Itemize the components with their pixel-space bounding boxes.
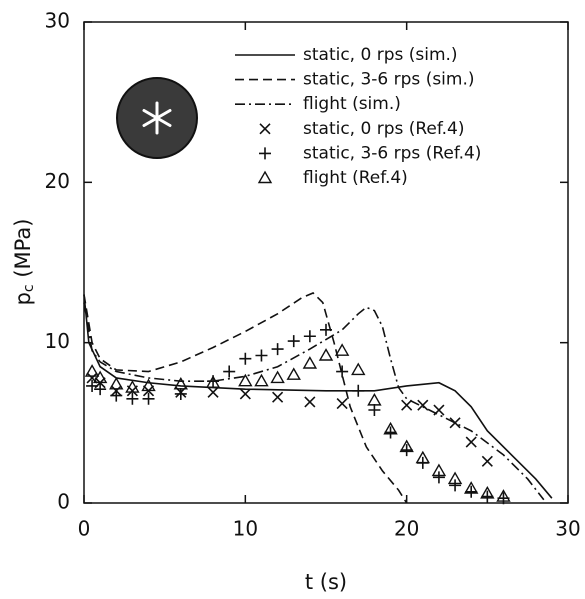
plus-marker <box>126 392 139 405</box>
plus-marker <box>271 343 284 356</box>
plus-marker <box>320 323 332 336</box>
plus-marker <box>174 387 187 400</box>
triangle-marker <box>399 439 414 453</box>
triangle-marker <box>351 362 366 376</box>
y-label-unit: (MPa) <box>11 219 35 278</box>
triangle-marker <box>92 370 108 384</box>
x-marker <box>481 455 493 467</box>
legend-text: flight (sim.) <box>303 94 401 114</box>
x-marker <box>239 388 251 400</box>
plus-marker <box>94 383 107 396</box>
x-marker <box>417 399 429 411</box>
x-marker <box>336 398 348 410</box>
triangle-marker <box>173 376 189 390</box>
grain-icon <box>116 77 198 159</box>
plus-marker <box>449 479 462 492</box>
plus-marker <box>352 384 365 397</box>
plus-marker <box>239 352 252 365</box>
y-tick-label: 0 <box>57 490 70 514</box>
triangle-marker <box>496 489 511 502</box>
plus-marker <box>110 389 123 402</box>
triangle-marker <box>431 463 447 477</box>
legend-text: static, 3-6 rps (sim.) <box>303 70 475 90</box>
triangle-marker <box>254 373 269 387</box>
triangle-marker <box>238 373 253 387</box>
plus-marker <box>86 379 99 392</box>
y-axis-label: pc (MPa) <box>11 219 37 306</box>
x-marker <box>207 386 219 398</box>
triangle-marker <box>257 170 273 184</box>
x-tick-label: 30 <box>555 517 580 541</box>
triangle-marker <box>318 348 334 361</box>
plus-marker <box>223 365 236 378</box>
x-tick-label: 0 <box>78 517 91 541</box>
legend-text: flight (Ref.4) <box>303 168 408 188</box>
plus-marker <box>287 335 300 348</box>
plus-marker <box>142 392 155 405</box>
triangle-marker <box>270 370 285 384</box>
triangle-marker <box>141 378 156 392</box>
triangle-marker <box>447 471 463 485</box>
y-tick-label: 30 <box>45 9 70 33</box>
y-tick-label: 10 <box>45 329 70 353</box>
triangle-marker <box>383 421 398 435</box>
triangle-marker <box>480 485 495 499</box>
triangle-marker <box>125 380 140 393</box>
plus-marker <box>384 426 397 439</box>
legend-text: static, 0 rps (sim.) <box>303 45 458 65</box>
x-axis-label: t (s) <box>305 570 347 594</box>
x-tick-label: 10 <box>233 517 258 541</box>
plus-marker <box>255 349 268 362</box>
triangle-marker <box>302 356 318 369</box>
plus-marker <box>432 471 445 484</box>
x-marker <box>304 396 316 408</box>
triangle-marker <box>463 481 479 494</box>
triangle-marker <box>109 376 124 390</box>
x-marker <box>259 123 271 135</box>
plot-frame <box>83 21 569 504</box>
y-label-subscript: c <box>21 284 37 292</box>
legend-text: static, 0 rps (Ref.4) <box>303 119 464 139</box>
triangle-marker <box>334 343 350 356</box>
triangle-marker <box>286 367 301 380</box>
triangle-marker <box>84 364 100 377</box>
x-tick-label: 20 <box>394 517 419 541</box>
plus-marker <box>336 365 349 378</box>
plus-marker <box>481 490 494 503</box>
legend-text: static, 3-6 rps (Ref.4) <box>303 143 481 163</box>
triangle-marker <box>367 392 382 406</box>
series-line <box>83 294 553 499</box>
x-marker <box>449 417 461 429</box>
y-label-symbol: p <box>11 292 35 305</box>
triangle-marker <box>415 450 431 464</box>
y-tick-label: 20 <box>45 169 70 193</box>
plus-marker <box>303 330 316 343</box>
plus-marker <box>465 485 478 498</box>
series-line <box>83 302 545 501</box>
plus-marker <box>368 404 381 417</box>
x-marker <box>433 404 445 416</box>
triangle-marker <box>205 375 221 388</box>
legend: static, 0 rps (sim.) static, 3-6 rps (sim… <box>235 45 481 188</box>
x-marker <box>272 391 284 403</box>
x-marker <box>465 436 477 448</box>
x-marker <box>401 399 413 411</box>
plus-marker <box>259 147 271 160</box>
plus-marker <box>400 444 413 457</box>
